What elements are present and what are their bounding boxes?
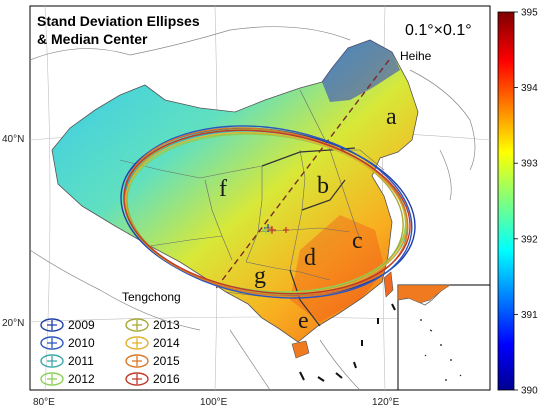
- median-center-other: [283, 227, 289, 233]
- colorbar-tick-label-394: 394: [521, 83, 538, 94]
- legend-ellipse-2012: [40, 372, 64, 386]
- resolution-label: 0.1°×0.1°: [405, 22, 472, 39]
- region-label-g: g: [254, 263, 266, 289]
- median-center-2014: [266, 225, 274, 233]
- region-borders: [261, 147, 356, 327]
- x-tick-120e: 120°E: [372, 397, 400, 408]
- y-tick-20n: 20°N: [2, 318, 24, 329]
- legend-item-2013: 2013: [125, 318, 180, 332]
- colorbar: [497, 11, 515, 391]
- legend-ellipse-2009: [40, 318, 64, 332]
- x-tick-80e: 80°E: [33, 397, 55, 408]
- legend-item-2014: 2014: [125, 336, 180, 350]
- legend: 2009 2010 2011 2012 2013 2014 2015 2016: [40, 318, 180, 386]
- legend-cross-2013: [132, 320, 142, 330]
- legend-item-2011: 2011: [40, 354, 94, 368]
- taiwan-island: [383, 271, 394, 298]
- nine-dash-line: [299, 303, 396, 382]
- legend-cross-2015: [132, 356, 142, 366]
- ellipses: [120, 125, 416, 299]
- legend-cross-2010: [47, 338, 57, 348]
- legend-label-2013: 2013: [153, 318, 180, 332]
- region-label-a: a: [386, 104, 397, 130]
- map-title-line1: Stand Deviation Ellipses: [37, 13, 200, 29]
- colorbar-tick-label-395: 395: [521, 8, 538, 19]
- colorbar-tick-label-390: 390: [521, 386, 538, 397]
- legend-cross-2014: [132, 338, 142, 348]
- map-title-line2: & Median Center: [37, 31, 148, 47]
- legend-cross-2016: [132, 374, 142, 384]
- legend-cross-2011: [47, 356, 57, 366]
- colorbar-ticks: 395 394 393 392 391 390: [514, 8, 538, 397]
- legend-cross-2009: [47, 320, 57, 330]
- x-tick-100e: 100°E: [200, 397, 228, 408]
- legend-cross-2012: [47, 374, 57, 384]
- legend-label-2011: 2011: [68, 354, 94, 368]
- y-tick-40n: 40°N: [2, 134, 24, 145]
- legend-item-2016: 2016: [125, 372, 180, 386]
- colorbar-tick-label-392: 392: [521, 234, 538, 245]
- legend-label-2016: 2016: [153, 372, 180, 386]
- legend-ellipse-2010: [40, 336, 64, 350]
- colorbar-tick-label-391: 391: [521, 310, 538, 321]
- colorbar-tick-label-393: 393: [521, 159, 538, 170]
- legend-ellipse-2015: [125, 354, 149, 368]
- legend-item-2010: 2010: [40, 336, 95, 350]
- region-label-c: c: [352, 228, 363, 254]
- region-label-d: d: [304, 245, 316, 271]
- legend-item-2009: 2009: [40, 318, 95, 332]
- heihe-tengchong-line: [213, 59, 390, 292]
- ellipse-2016: [123, 129, 411, 295]
- legend-label-2010: 2010: [68, 336, 95, 350]
- legend-ellipse-2014: [125, 336, 149, 350]
- legend-item-2012: 2012: [40, 372, 95, 386]
- legend-ellipse-2013: [125, 318, 149, 332]
- hainan-island: [291, 340, 310, 359]
- region-label-e: e: [298, 308, 309, 334]
- legend-label-2014: 2014: [153, 336, 180, 350]
- province-borders: [119, 89, 385, 299]
- legend-label-2009: 2009: [68, 318, 95, 332]
- region-label-f: f: [219, 176, 227, 202]
- city-label-heihe: Heihe: [400, 49, 432, 63]
- region-label-b: b: [317, 173, 329, 199]
- inset-land: [397, 284, 451, 304]
- neighbor-borders: [30, 26, 476, 390]
- legend-ellipse-2016: [125, 372, 149, 386]
- legend-label-2015: 2015: [153, 354, 180, 368]
- legend-ellipse-2011: [40, 354, 64, 368]
- city-label-tengchong: Tengchong: [122, 290, 181, 304]
- northeast-shading: [322, 40, 400, 102]
- median-centers: [262, 224, 289, 234]
- legend-label-2012: 2012: [68, 372, 95, 386]
- ellipse-2013: [126, 128, 404, 296]
- legend-item-2015: 2015: [125, 354, 180, 368]
- median-center-2009: [264, 224, 272, 232]
- inset-islands: [420, 319, 462, 381]
- median-center-2016: [268, 226, 276, 234]
- inset-map: [397, 284, 490, 390]
